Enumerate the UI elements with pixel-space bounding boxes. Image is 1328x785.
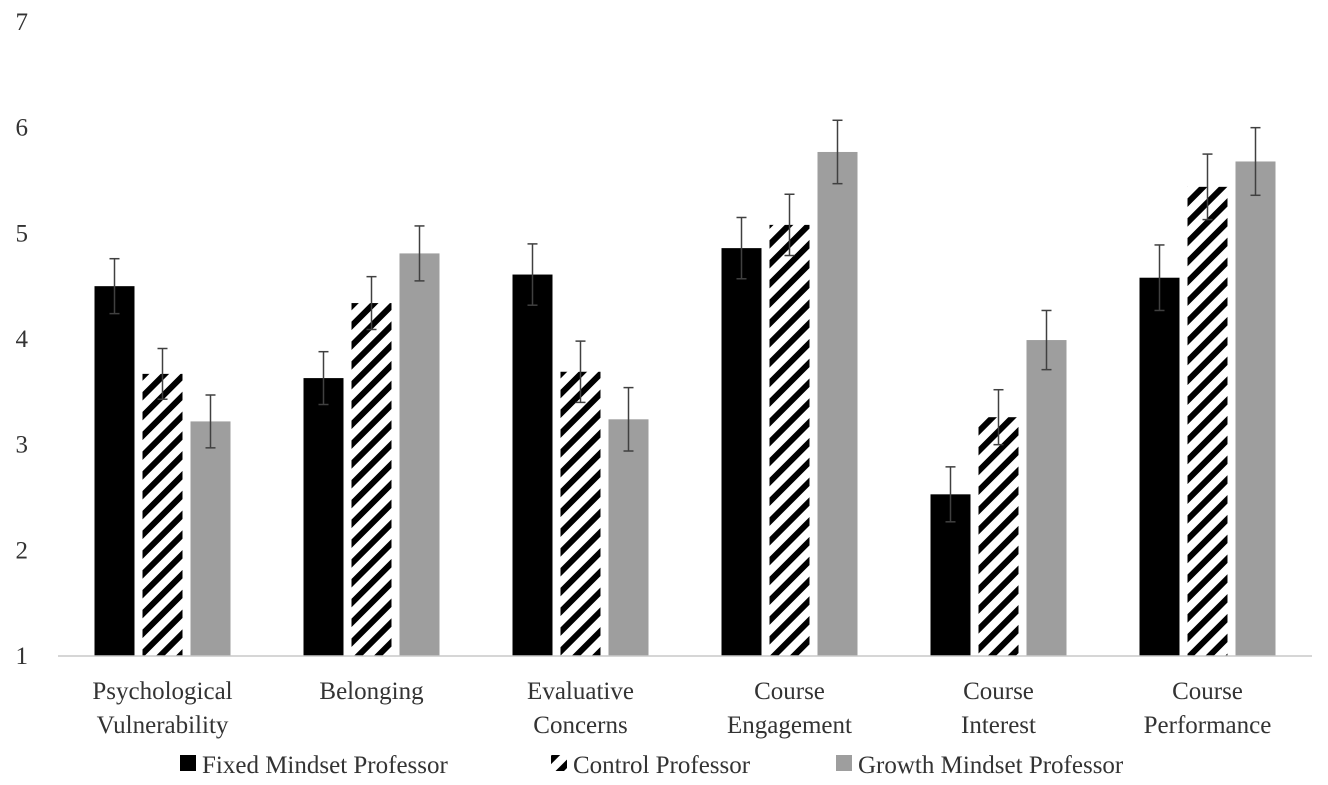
y-tick-label: 1 [16, 643, 29, 670]
bar [303, 378, 344, 656]
y-tick-label: 2 [16, 537, 29, 564]
x-category-label: Performance [1144, 712, 1272, 739]
bar [1139, 277, 1180, 656]
legend-label: Growth Mindset Professor [858, 752, 1124, 779]
bar [1235, 161, 1276, 657]
x-category-label: Vulnerability [97, 712, 229, 739]
y-tick-label: 6 [16, 115, 29, 142]
bar [1026, 340, 1067, 656]
y-tick-label: 4 [16, 326, 29, 353]
legend-label: Fixed Mindset Professor [202, 752, 449, 779]
bar [190, 421, 231, 656]
legend: Fixed Mindset Professor Control Professor… [180, 752, 1124, 779]
bar [721, 248, 762, 657]
bar [1187, 186, 1228, 656]
legend-swatch [551, 755, 567, 771]
bar [608, 419, 649, 656]
bar [399, 253, 440, 656]
y-tick-label: 3 [16, 432, 29, 459]
y-tick-label: 7 [16, 9, 29, 36]
x-category-label: Psychological [92, 678, 232, 705]
y-tick-label: 5 [16, 220, 29, 247]
x-category-label: Belonging [319, 678, 424, 705]
y-axis-tick-labels: 1 2 3 4 5 6 7 [16, 9, 29, 670]
bar [817, 151, 858, 656]
error-bars-layer [109, 119, 1261, 523]
x-category-label: Course [963, 678, 1034, 705]
bar [512, 274, 553, 656]
bar [978, 417, 1019, 656]
bars-layer [94, 151, 1276, 657]
bar [560, 371, 601, 656]
x-category-label: Interest [961, 712, 1036, 739]
legend-label: Control Professor [573, 752, 751, 779]
legend-swatch [180, 755, 196, 771]
bar [769, 224, 810, 656]
x-category-label: Course [754, 678, 825, 705]
x-category-label: Concerns [533, 712, 627, 739]
bar [142, 373, 183, 656]
x-axis-category-labels: Psychological Vulnerability Belonging Evalu… [92, 678, 1271, 739]
x-category-label: Engagement [727, 712, 852, 739]
legend-swatch [836, 755, 852, 771]
x-category-label: Course [1172, 678, 1243, 705]
x-category-label: Evaluative [527, 678, 634, 705]
bar [94, 286, 135, 656]
bar [351, 303, 392, 656]
